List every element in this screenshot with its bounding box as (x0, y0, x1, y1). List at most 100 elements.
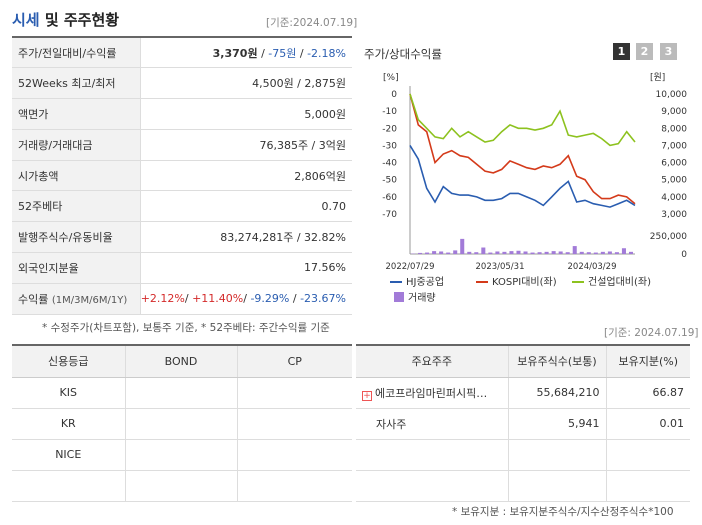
row-value: 17.56% (140, 252, 352, 284)
volume-bar (593, 252, 598, 254)
col-header: 주요주주 (356, 345, 509, 378)
table-row: 52Weeks 최고/최저 4,500원 / 2,875원 (12, 67, 352, 100)
left-tick-label: -40 (382, 159, 397, 169)
volume-bar (607, 251, 612, 254)
volume-bar (432, 251, 437, 254)
cell: NICE (12, 439, 126, 471)
table-row: 자사주 5,941 0.01 (356, 408, 690, 440)
volume-bar (474, 252, 479, 254)
row-label: 액면가 (12, 98, 141, 130)
volume-bar (558, 251, 563, 254)
col-header: 보유주식수(보통) (508, 345, 607, 378)
reference-date: [기준:2024.07.19] (266, 17, 358, 29)
chart-tab-3[interactable]: 3 (660, 43, 677, 60)
holder-name (356, 470, 509, 502)
table-row: 액면가 5,000원 (12, 98, 352, 130)
volume-bar (481, 247, 486, 254)
price-table: 주가/전일대비/수익률 3,370원 / -75원 / -2.18% 52Wee… (12, 36, 352, 315)
volume-bar (467, 251, 472, 254)
return-3m: +11.40% (192, 292, 244, 306)
volume-bar (621, 248, 626, 254)
volume-bar (586, 252, 591, 254)
change-value: -75원 (268, 46, 297, 60)
row-value: 3,370원 / -75원 / -2.18% (140, 37, 352, 69)
legend-label: 건설업대비(좌) (588, 275, 651, 288)
cell (125, 408, 238, 440)
table-row: 발행주식수/유동비율 83,274,281주 / 32.82% (12, 221, 352, 254)
table-row (356, 470, 690, 502)
volume-bar (460, 238, 465, 254)
stock-chart: [%] [원] 0 -10 -20 -30 -40 -50 -60 -70 10,000 9,000 8… (382, 72, 688, 304)
cell (125, 470, 238, 502)
left-tick-label: -60 (382, 193, 397, 203)
cell: KIS (12, 377, 126, 409)
left-tick-label: -20 (382, 124, 397, 134)
chart-tab-2[interactable]: 2 (636, 43, 653, 60)
series-line-3 (409, 93, 636, 147)
col-header: CP (237, 345, 352, 378)
table-header-row: 신용등급 BOND CP (12, 345, 352, 378)
x-tick-label: 2023/05/31 (476, 262, 525, 272)
right-tick-label: 6,000 (661, 159, 687, 169)
legend-label: KOSPI대비(좌) (492, 276, 557, 288)
row-value: +2.12%/ +11.40%/ -9.29% / -23.67% (140, 283, 352, 315)
row-value: 76,385주 / 3억원 (140, 129, 352, 161)
volume-bar (418, 252, 423, 254)
left-tick-label: -50 (382, 176, 397, 186)
legend-label: HJ중공업 (406, 275, 444, 288)
right-tick-label: 8,000 (661, 124, 687, 134)
expand-plus-icon[interactable]: + (362, 390, 372, 401)
cell (125, 377, 238, 409)
cell (237, 439, 352, 471)
volume-bar (509, 251, 514, 254)
right-tick-label: 10,000 (656, 90, 688, 100)
table-row: KR (12, 408, 352, 440)
legend-label: 거래량 (408, 292, 436, 304)
row-label: 외국인지분율 (12, 252, 141, 284)
right-tick-label: 3,000 (661, 210, 687, 220)
left-tick-label: -30 (382, 141, 397, 151)
table-row: 거래량/거래대금 76,385주 / 3억원 (12, 129, 352, 161)
row-label: 52Weeks 최고/최저 (12, 67, 141, 100)
table-row: 시가총액 2,806억원 (12, 160, 352, 192)
separator: / (296, 46, 308, 60)
price-value: 3,370원 (212, 46, 258, 60)
volume-tick-label: 0 (681, 250, 687, 260)
holder-name: 자사주 (356, 408, 509, 440)
table-row: + 에코프라임마린퍼시픽… 55,684,210 66.87 (356, 377, 690, 409)
col-header: 보유지분(%) (606, 345, 690, 378)
volume-bar (453, 250, 458, 254)
return-1m: +2.12% (140, 292, 185, 306)
table-row: 52주베타 0.70 (12, 190, 352, 223)
col-header: 신용등급 (12, 345, 126, 378)
volume-bar (628, 251, 633, 254)
volume-bar (446, 252, 451, 254)
table-row: 주가/전일대비/수익률 3,370원 / -75원 / -2.18% (12, 37, 352, 69)
row-label: 시가총액 (12, 160, 141, 192)
holder-name-cell[interactable]: + 에코프라임마린퍼시픽… (356, 377, 509, 409)
right-tick-label: 9,000 (661, 107, 687, 117)
volume-bar (516, 250, 521, 254)
cell (125, 439, 238, 471)
col-header: BOND (125, 345, 238, 378)
major-holders-table: 주요주주 보유주식수(보통) 보유지분(%) + 에코프라임마린퍼시픽… 55,6… (356, 344, 690, 502)
legend-swatch-volume (394, 292, 404, 302)
cell: KR (12, 408, 126, 440)
label-sub: (1M/3M/6M/1Y) (51, 294, 128, 306)
volume-bar (614, 252, 619, 254)
holder-shares: 5,941 (508, 408, 607, 440)
row-value: 4,500원 / 2,875원 (140, 67, 352, 100)
table-row: KIS (12, 377, 352, 409)
right-tick-label: 5,000 (661, 176, 687, 186)
series-line-2 (409, 93, 636, 205)
table-row (356, 439, 690, 471)
holder-shares (508, 439, 607, 471)
holder-name[interactable]: 에코프라임마린퍼시픽… (375, 386, 488, 400)
x-tick-label: 2024/03/29 (568, 262, 617, 272)
table-row: 외국인지분율 17.56% (12, 252, 352, 284)
chart-tab-1[interactable]: 1 (613, 43, 630, 60)
return-6m: -9.29% (250, 292, 290, 306)
row-value: 5,000원 (140, 98, 352, 130)
row-label: 거래량/거래대금 (12, 129, 141, 161)
series-line-1 (409, 144, 636, 208)
